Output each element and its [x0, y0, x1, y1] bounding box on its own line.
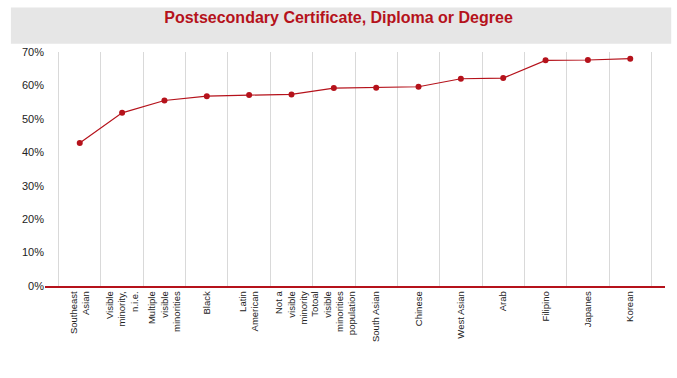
- svg-text:Korean: Korean: [624, 291, 635, 322]
- svg-text:0%: 0%: [28, 280, 44, 292]
- svg-text:Arab: Arab: [497, 291, 508, 311]
- svg-text:30%: 30%: [22, 180, 44, 192]
- svg-text:SoutheastAsian: SoutheastAsian: [68, 291, 91, 334]
- svg-text:Filipino: Filipino: [540, 291, 551, 321]
- svg-text:West Asian: West Asian: [455, 291, 466, 338]
- svg-text:Black: Black: [201, 291, 212, 314]
- svg-text:Chinese: Chinese: [413, 291, 424, 326]
- svg-text:Totoalvisibleminoritiespopulat: Totoalvisibleminoritiespopulation: [309, 291, 357, 335]
- svg-text:20%: 20%: [22, 213, 44, 225]
- svg-text:Visibleminority,n.i.e.: Visibleminority,n.i.e.: [104, 291, 140, 326]
- svg-text:40%: 40%: [22, 146, 44, 158]
- svg-text:Postsecondary Certificate, Dip: Postsecondary Certificate, Diploma or De…: [164, 9, 513, 26]
- svg-text:Multiplevisibleminorities: Multiplevisibleminorities: [146, 291, 182, 332]
- svg-text:LatinAmerican: LatinAmerican: [237, 291, 260, 331]
- svg-text:South Asian: South Asian: [370, 291, 381, 342]
- svg-text:Not avisibleminority: Not avisibleminority: [273, 291, 309, 325]
- svg-text:60%: 60%: [22, 79, 44, 91]
- svg-text:50%: 50%: [22, 113, 44, 125]
- svg-text:Japanes: Japanes: [582, 291, 593, 327]
- svg-text:70%: 70%: [22, 46, 44, 58]
- svg-text:10%: 10%: [22, 246, 44, 258]
